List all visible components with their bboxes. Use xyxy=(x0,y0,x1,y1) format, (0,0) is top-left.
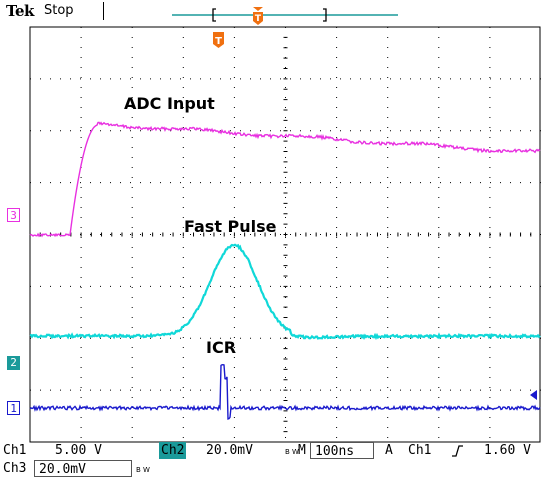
ch3-name[interactable]: Ch3 xyxy=(3,461,27,476)
record-view-indicator xyxy=(172,8,398,22)
ch2-scale[interactable]: 20.0mV xyxy=(206,443,253,458)
trigger-level[interactable]: 1.60 V xyxy=(484,443,531,458)
brand-logo: Tek xyxy=(6,2,34,20)
trigger-marker-icon[interactable]: T xyxy=(213,32,224,48)
ch1-waveform xyxy=(29,363,541,420)
ch2-bandwidth-limit-icon: B W xyxy=(285,448,299,456)
ch3-scale[interactable]: 20.0mV xyxy=(34,460,132,477)
ch2-ground-marker[interactable]: 2 xyxy=(7,356,20,370)
ch2-waveform xyxy=(29,243,541,341)
ch1-ground-marker[interactable]: 1 xyxy=(7,401,20,415)
icr-label: ICR xyxy=(206,338,237,357)
trigger-position-icon[interactable]: T xyxy=(253,7,263,25)
ch2-name[interactable]: Ch2 xyxy=(159,442,187,459)
trigger-level-icon[interactable] xyxy=(530,390,537,400)
ch3-ground-marker[interactable]: 3 xyxy=(7,208,20,222)
svg-text:T: T xyxy=(215,36,222,47)
ch1-scale[interactable]: 5.00 V xyxy=(55,443,102,458)
acquisition-state: Stop xyxy=(44,3,74,18)
trigger-mode: A xyxy=(385,443,393,458)
adc-input-label: ADC Input xyxy=(124,94,215,113)
ch3-waveform xyxy=(29,121,541,238)
top-status-bar: Tek Stop xyxy=(0,0,541,26)
svg-text:T: T xyxy=(255,14,262,24)
timebase-value[interactable]: 100ns xyxy=(310,442,374,459)
ch1-name[interactable]: Ch1 xyxy=(3,443,27,458)
channel-status-bar: Ch1 5.00 V Ch2 20.0mV B W M 100ns A Ch1 … xyxy=(0,442,541,478)
graticule xyxy=(29,26,541,443)
trigger-slope-icon xyxy=(452,445,463,457)
topbar-divider xyxy=(103,2,104,20)
timebase-prefix: M xyxy=(298,443,306,458)
fast-pulse-label: Fast Pulse xyxy=(184,217,277,236)
trigger-source[interactable]: Ch1 xyxy=(408,443,432,458)
ch3-bandwidth-limit-icon: B W xyxy=(136,466,150,474)
